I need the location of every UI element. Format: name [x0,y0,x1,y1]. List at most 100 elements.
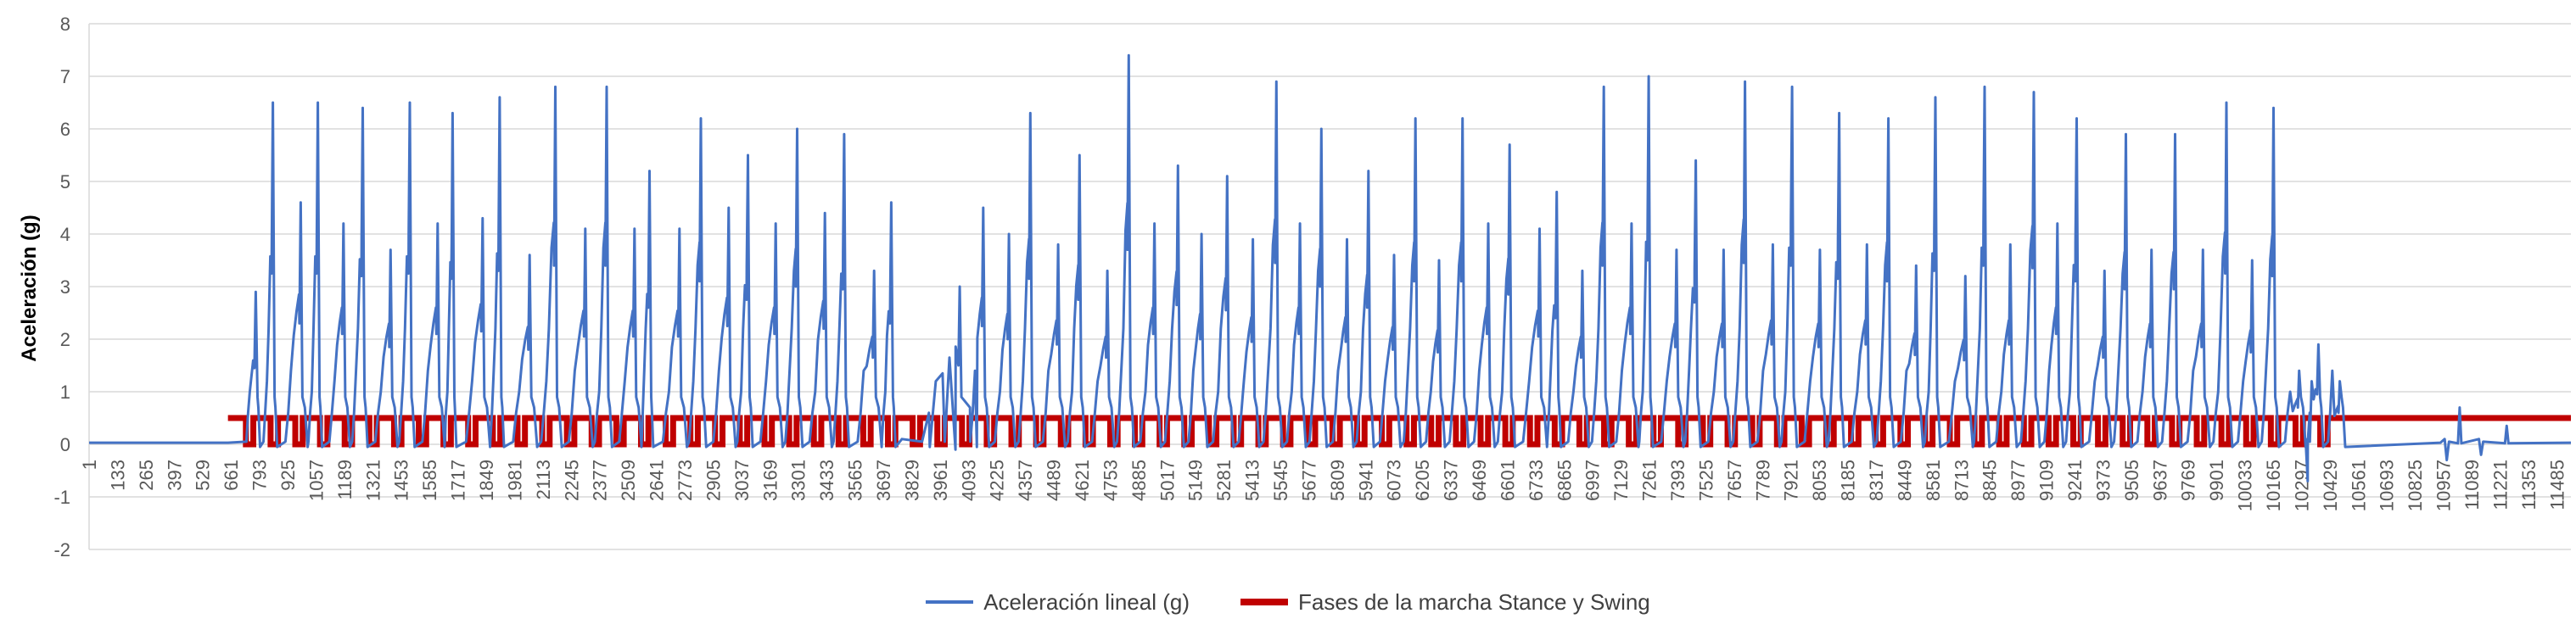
x-tick-label: 9109 [2036,460,2058,501]
x-tick-label: 2773 [675,460,696,501]
x-tick-label: 2641 [647,460,668,501]
x-tick-label: 10297 [2291,460,2312,511]
x-tick-label: 5677 [1298,460,1319,501]
y-tick-label: 4 [60,224,70,245]
x-tick-label: 7921 [1781,460,1802,501]
y-tick-label: -1 [53,487,70,508]
y-tick-label: 7 [60,66,70,87]
x-tick-label: 2377 [590,460,611,501]
x-tick-label: 7525 [1695,460,1716,501]
x-tick-label: 8845 [1980,460,2001,501]
x-tick-label: 5413 [1242,460,1263,501]
x-tick-label: 529 [193,460,214,491]
x-tick-label: 9637 [2149,460,2170,501]
x-tick-label: 7393 [1667,460,1688,501]
x-tick-label: 7657 [1724,460,1745,501]
y-tick-label: 2 [60,329,70,350]
x-tick-label: 133 [107,460,128,491]
x-tick-label: 11221 [2489,460,2511,510]
x-tick-label: 2113 [533,460,554,499]
x-tick-label: 4093 [958,460,979,501]
x-tick-label: 6601 [1497,460,1518,501]
x-tick-label: 6997 [1582,460,1604,501]
x-tick-label: 6337 [1441,460,1462,501]
y-axis: -2 -1 0 1 2 3 4 5 6 7 8 [53,14,70,560]
x-tick-label: 8581 [1923,460,1944,501]
y-tick-label: 6 [60,119,70,140]
y-tick-label: 1 [60,382,70,403]
x-tick-label: 6205 [1412,460,1433,501]
x-tick-label: 9901 [2206,460,2227,501]
x-tick-label: 6733 [1526,460,1547,501]
x-tick-label: 4885 [1128,460,1150,501]
x-tick-label: 4357 [1015,460,1036,501]
x-tick-label: 4225 [987,460,1008,501]
y-tick-label: -2 [53,539,70,560]
legend: Aceleración lineal (g) Fases de la march… [0,585,2576,619]
x-tick-label: 793 [249,460,271,491]
x-tick-label: 10033 [2235,460,2256,511]
x-tick-label: 3697 [873,460,894,501]
x-tick-label: 3829 [901,460,922,501]
x-tick-label: 925 [277,460,299,491]
x-tick-label: 4621 [1072,460,1093,501]
x-axis: 1 133 265 397 529 661 793 925 1057 1189 1321 1453 15… [79,460,2568,511]
x-tick-label: 3169 [759,460,781,501]
x-tick-label: 6865 [1554,460,1575,501]
x-tick-label: 3037 [731,460,753,501]
series-accel-line [89,53,2572,482]
x-tick-label: 3301 [788,460,809,501]
x-tick-label: 5545 [1270,460,1291,501]
x-tick-label: 1453 [391,460,412,501]
legend-swatch-accel [926,600,974,604]
x-tick-label: 1849 [476,460,497,501]
x-tick-label: 7789 [1752,460,1773,501]
x-tick-label: 1 [79,460,100,470]
x-tick-label: 1981 [504,460,525,501]
x-tick-label: 1585 [419,460,440,501]
x-tick-label: 7261 [1639,460,1660,501]
y-tick-label: 8 [60,14,70,35]
x-tick-label: 5809 [1327,460,1348,501]
x-tick-label: 3433 [816,460,837,501]
x-tick-label: 8449 [1894,460,1915,501]
x-tick-label: 10693 [2377,460,2398,511]
x-tick-label: 3961 [930,460,951,501]
x-tick-label: 4489 [1044,460,1065,501]
x-tick-label: 1321 [362,460,384,501]
x-tick-label: 6469 [1469,460,1490,501]
x-tick-label: 10825 [2405,460,2426,511]
x-tick-label: 2509 [618,460,639,501]
x-tick-label: 5281 [1213,460,1235,501]
x-tick-label: 10429 [2320,460,2341,511]
x-tick-label: 11485 [2546,460,2568,510]
x-tick-label: 1717 [448,460,469,501]
x-tick-label: 397 [164,460,185,491]
x-tick-label: 9241 [2064,460,2086,501]
x-tick-label: 9769 [2178,460,2199,501]
x-tick-label: 661 [221,460,242,491]
y-tick-label: 5 [60,171,70,192]
x-tick-label: 4753 [1100,460,1121,501]
x-tick-label: 5149 [1185,460,1207,501]
x-tick-label: 2905 [703,460,724,501]
x-tick-label: 3565 [845,460,866,501]
x-tick-label: 9505 [2121,460,2142,501]
x-tick-label: 6073 [1384,460,1405,501]
y-tick-label: 3 [60,276,70,298]
legend-item-phase: Fases de la marcha Stance y Swing [1240,589,1650,616]
x-tick-label: 5017 [1156,460,1178,501]
x-tick-label: 10957 [2433,460,2455,511]
x-tick-label: 11089 [2461,460,2483,510]
legend-item-accel: Aceleración lineal (g) [926,589,1190,616]
x-tick-label: 9373 [2092,460,2114,501]
x-tick-label: 1189 [334,460,356,499]
x-tick-label: 2245 [561,460,582,501]
x-tick-label: 1057 [305,460,327,501]
x-tick-label: 5941 [1355,460,1376,501]
y-tick-label: 0 [60,434,70,455]
x-tick-label: 8317 [1866,460,1887,501]
x-tick-label: 8185 [1838,460,1859,501]
series-layer [89,53,2572,482]
